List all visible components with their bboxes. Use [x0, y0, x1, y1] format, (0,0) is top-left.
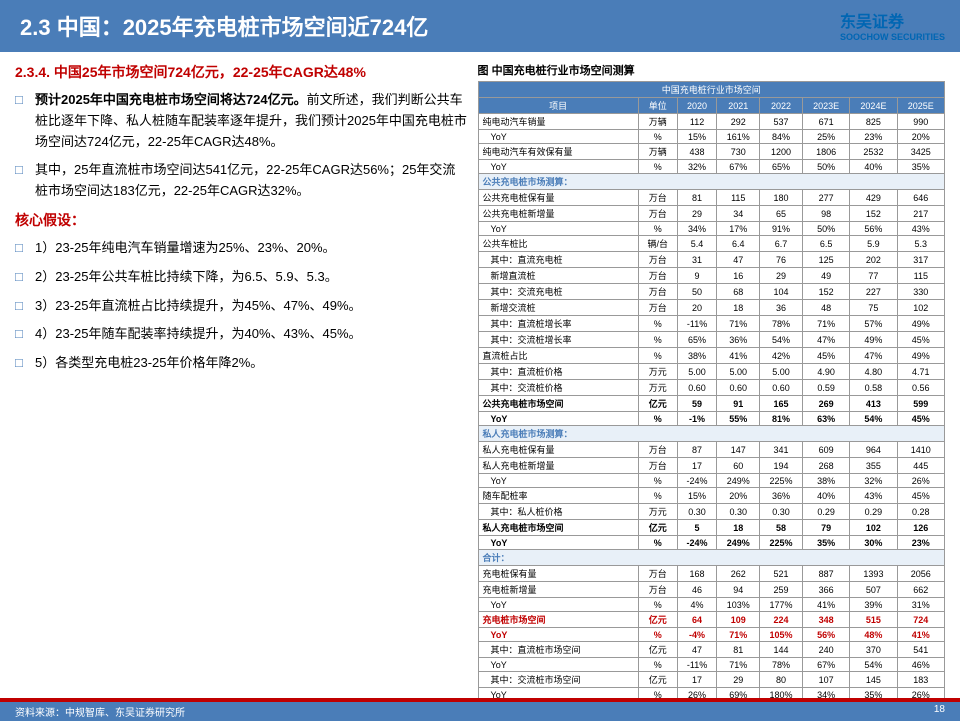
table-row: YoY%-4%71%105%56%48%41%: [478, 628, 944, 642]
table-row: YoY%-1%55%81%63%54%45%: [478, 412, 944, 426]
col-2022: 2022: [760, 98, 803, 114]
bullet-1: 预计2025年中国充电桩市场空间将达724亿元。前文所述，我们判断公共车桩比逐年…: [15, 90, 468, 152]
table-super-header: 中国充电桩行业市场空间: [478, 82, 944, 98]
col-2023: 2023E: [802, 98, 849, 114]
table-row: YoY%34%17%91%50%56%43%: [478, 222, 944, 236]
table-row: 公共充电桩市场测算：: [478, 174, 944, 190]
table-header-row: 项目 单位 2020 2021 2022 2023E 2024E 2025E: [478, 98, 944, 114]
data-table: 中国充电桩行业市场空间 项目 单位 2020 2021 2022 2023E 2…: [478, 81, 945, 702]
section-title-2: 核心假设：: [15, 210, 468, 230]
table-row: 其中：直流充电桩万台314776125202317: [478, 252, 944, 268]
table-row: 合计：: [478, 550, 944, 566]
table-row: 其中：直流桩价格万元5.005.005.004.904.804.71: [478, 364, 944, 380]
right-column: 图 中国充电桩行业市场空间测算 中国充电桩行业市场空间 项目 单位 2020 2…: [478, 62, 945, 702]
table-row: 其中：直流桩增长率%-11%71%78%71%57%49%: [478, 316, 944, 332]
table-row: 私人充电桩保有量万台871473416099641410: [478, 442, 944, 458]
figure-title: 图 中国充电桩行业市场空间测算: [478, 62, 945, 78]
page-number: 18: [934, 704, 945, 719]
section-title-1: 2.3.4. 中国25年市场空间724亿元，22-25年CAGR达48%: [15, 62, 468, 82]
table-row: 私人充电桩市场测算：: [478, 426, 944, 442]
col-2020: 2020: [677, 98, 717, 114]
table-row: 其中：交流桩市场空间亿元172980107145183: [478, 672, 944, 688]
table-row: 私人充电桩市场空间亿元5185879102126: [478, 520, 944, 536]
logo-brand: 东吴证券: [840, 14, 904, 31]
table-row: YoY%-24%249%225%35%30%23%: [478, 536, 944, 550]
table-row: 直流桩占比%38%41%42%45%47%49%: [478, 348, 944, 364]
col-item: 项目: [478, 98, 638, 114]
table-row: 其中：直流桩市场空间亿元4781144240370541: [478, 642, 944, 658]
assumption-1: 1）23-25年纯电汽车销量增速为25%、23%、20%。: [15, 238, 468, 259]
table-row: 纯电动汽车有效保有量万辆4387301200180625323425: [478, 144, 944, 160]
table-row: 充电桩保有量万台16826252188713932056: [478, 566, 944, 582]
table-row: 充电桩新增量万台4694259366507662: [478, 582, 944, 598]
assumption-2: 2）23-25年公共车桩比持续下降，为6.5、5.9、5.3。: [15, 267, 468, 288]
table-body: 纯电动汽车销量万辆112292537671825990YoY%15%161%84…: [478, 114, 944, 702]
col-unit: 单位: [638, 98, 677, 114]
footer: 资料来源：中规智库、东吴证券研究所 18: [0, 698, 960, 720]
left-column: 2.3.4. 中国25年市场空间724亿元，22-25年CAGR达48% 预计2…: [15, 62, 468, 702]
table-row: YoY%-24%249%225%38%32%26%: [478, 474, 944, 488]
table-row: 私人充电桩新增量万台1760194268355445: [478, 458, 944, 474]
col-2025: 2025E: [897, 98, 944, 114]
content-area: 2.3.4. 中国25年市场空间724亿元，22-25年CAGR达48% 预计2…: [0, 52, 960, 702]
assumption-3: 3）23-25年直流桩占比持续提升，为45%、47%、49%。: [15, 296, 468, 317]
table-row: 新增直流桩万台916294977115: [478, 268, 944, 284]
slide-title: 2.3 中国：2025年充电桩市场空间近724亿: [0, 0, 960, 52]
footer-text: 资料来源：中规智库、东吴证券研究所 18: [0, 702, 960, 721]
table-row: 公共充电桩市场空间亿元5991165269413599: [478, 396, 944, 412]
table-row: 公共充电桩新增量万台29346598152217: [478, 206, 944, 222]
company-logo: 东吴证券 SOOCHOW SECURITIES: [840, 8, 945, 42]
table-row: 其中：交流桩增长率%65%36%54%47%49%45%: [478, 332, 944, 348]
table-row: 纯电动汽车销量万辆112292537671825990: [478, 114, 944, 130]
assumption-4: 4）23-25年随车配装率持续提升，为40%、43%、45%。: [15, 324, 468, 345]
assumption-5: 5）各类型充电桩23-25年价格年降2%。: [15, 353, 468, 374]
logo-sub: SOOCHOW SECURITIES: [840, 32, 945, 42]
footer-source: 资料来源：中规智库、东吴证券研究所: [15, 704, 185, 719]
table-row: 公共车桩比辆/台5.46.46.76.55.95.3: [478, 236, 944, 252]
bullet-1-lead: 预计2025年中国充电桩市场空间将达724亿元。: [35, 92, 307, 107]
col-2021: 2021: [717, 98, 760, 114]
table-row: 充电桩市场空间亿元64109224348515724: [478, 612, 944, 628]
table-row: 其中：交流桩价格万元0.600.600.600.590.580.56: [478, 380, 944, 396]
table-row: 其中：交流充电桩万台5068104152227330: [478, 284, 944, 300]
table-row: 新增交流桩万台2018364875102: [478, 300, 944, 316]
table-row: YoY%32%67%65%50%40%35%: [478, 160, 944, 174]
table-row: 随车配桩率%15%20%36%40%43%45%: [478, 488, 944, 504]
table-row: YoY%4%103%177%41%39%31%: [478, 598, 944, 612]
table-row: YoY%-11%71%78%67%54%46%: [478, 658, 944, 672]
table-row: YoY%15%161%84%25%23%20%: [478, 130, 944, 144]
table-row: 其中：私人桩价格万元0.300.300.300.290.290.28: [478, 504, 944, 520]
bullet-2: 其中，25年直流桩市场空间达541亿元，22-25年CAGR达56%；25年交流…: [15, 160, 468, 202]
col-2024: 2024E: [850, 98, 897, 114]
table-row: 公共充电桩保有量万台81115180277429646: [478, 190, 944, 206]
